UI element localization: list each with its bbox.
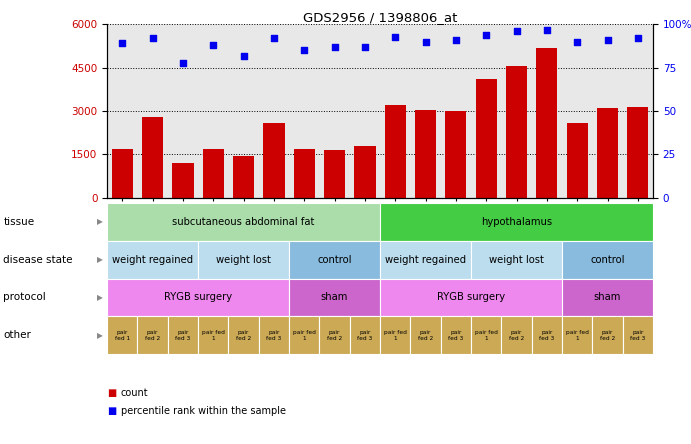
Text: RYGB surgery: RYGB surgery (164, 293, 232, 302)
Text: ■: ■ (107, 406, 116, 416)
Bar (324, 150, 346, 198)
Text: count: count (121, 388, 149, 398)
Text: pair
fed 2: pair fed 2 (509, 330, 524, 341)
Text: ▶: ▶ (97, 331, 103, 340)
Point (481, 31, 492, 38)
Text: ■: ■ (107, 388, 116, 398)
Bar (142, 117, 163, 198)
Text: pair
fed 3: pair fed 3 (357, 330, 372, 341)
Bar (354, 146, 375, 198)
Point (238, 52, 249, 59)
Bar (445, 111, 466, 198)
Text: pair
fed 1: pair fed 1 (115, 330, 130, 341)
Point (451, 36, 462, 44)
Text: hypothalamus: hypothalamus (481, 217, 552, 227)
Point (359, 44, 370, 51)
Text: weight regained: weight regained (385, 255, 466, 265)
Point (178, 59, 189, 66)
Bar (567, 123, 588, 198)
Bar (294, 148, 315, 198)
Point (329, 44, 340, 51)
Text: RYGB surgery: RYGB surgery (437, 293, 505, 302)
Point (511, 28, 522, 35)
Bar (475, 79, 497, 198)
Point (299, 47, 310, 54)
Text: GDS2956 / 1398806_at: GDS2956 / 1398806_at (303, 11, 457, 24)
Bar (172, 163, 193, 198)
Text: pair fed
1: pair fed 1 (475, 330, 498, 341)
Text: pair
fed 3: pair fed 3 (176, 330, 191, 341)
Bar (536, 48, 558, 198)
Text: sham: sham (321, 293, 348, 302)
Point (268, 35, 279, 42)
Text: pair
fed 3: pair fed 3 (630, 330, 645, 341)
Text: percentile rank within the sample: percentile rank within the sample (121, 406, 286, 416)
Point (541, 26, 552, 33)
Text: pair fed
1: pair fed 1 (566, 330, 589, 341)
Text: weight lost: weight lost (489, 255, 544, 265)
Bar (263, 123, 285, 198)
Text: pair
fed 2: pair fed 2 (600, 330, 615, 341)
Text: protocol: protocol (3, 293, 46, 302)
Text: other: other (3, 330, 31, 340)
Point (420, 38, 431, 45)
Text: pair
fed 3: pair fed 3 (539, 330, 554, 341)
Text: subcutaneous abdominal fat: subcutaneous abdominal fat (172, 217, 315, 227)
Text: pair
fed 3: pair fed 3 (448, 330, 464, 341)
Text: pair
fed 2: pair fed 2 (236, 330, 252, 341)
Point (390, 33, 401, 40)
Bar (112, 148, 133, 198)
Bar (597, 108, 618, 198)
Text: control: control (590, 255, 625, 265)
Text: ▶: ▶ (97, 293, 103, 302)
Point (602, 36, 613, 44)
Text: pair fed
1: pair fed 1 (293, 330, 316, 341)
Text: sham: sham (594, 293, 621, 302)
Text: pair fed
1: pair fed 1 (384, 330, 406, 341)
Point (117, 40, 128, 47)
Text: ▶: ▶ (97, 218, 103, 226)
Text: pair
fed 2: pair fed 2 (145, 330, 160, 341)
Text: control: control (317, 255, 352, 265)
Text: pair fed
1: pair fed 1 (202, 330, 225, 341)
Bar (506, 66, 527, 198)
Point (571, 38, 583, 45)
Bar (233, 156, 254, 198)
Point (632, 35, 643, 42)
Text: pair
fed 2: pair fed 2 (418, 330, 433, 341)
Point (208, 42, 219, 49)
Text: tissue: tissue (3, 217, 35, 227)
Text: pair
fed 3: pair fed 3 (266, 330, 281, 341)
Text: disease state: disease state (3, 255, 73, 265)
Point (147, 35, 158, 42)
Bar (627, 107, 648, 198)
Bar (385, 105, 406, 198)
Bar (202, 148, 224, 198)
Text: pair
fed 2: pair fed 2 (327, 330, 342, 341)
Text: weight regained: weight regained (112, 255, 193, 265)
Bar (415, 110, 436, 198)
Text: weight lost: weight lost (216, 255, 271, 265)
Text: ▶: ▶ (97, 255, 103, 264)
